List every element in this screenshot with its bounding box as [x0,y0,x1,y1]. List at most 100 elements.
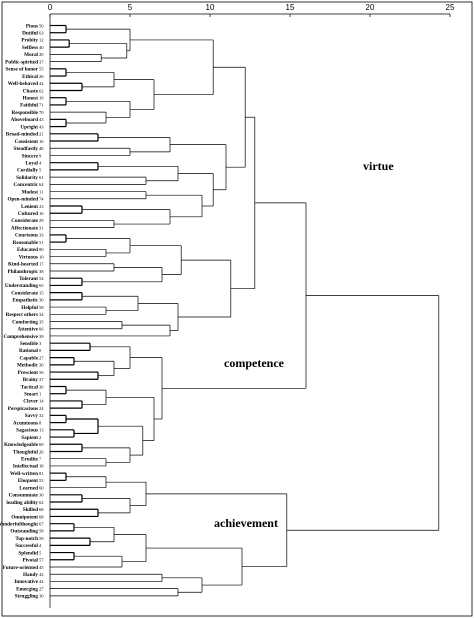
leaf-label: Considerate [11,218,38,224]
cluster-label-virtue: virtue [363,159,394,173]
leaf-id: 54 [39,276,44,281]
leaf-id: 4 [39,160,42,165]
leaf-id: 33 [39,233,44,238]
leaf-label: Well-written [10,471,38,477]
leaf-label: Skilled [23,507,38,513]
leaf-id: 60 [39,485,44,490]
leaf-id: 30 [39,298,44,303]
leaf-id: 63 [39,31,44,36]
x-tick-label: 25 [446,3,455,12]
leaf-id: 4 [39,543,42,548]
leaf-label: Courteous [15,233,38,239]
leaf-label: Struggling [15,594,39,600]
leaf-label: Honest [22,96,38,102]
leaf-label: Knowledgeable [4,442,39,448]
leaf-id: 5 [39,168,42,173]
leaf-label: Sincere [22,153,39,159]
leaf-id: 37 [39,59,44,64]
leaf-id: 12 [39,38,44,43]
leaf-id: 32 [39,413,44,418]
leaf-label: Steadfastly [14,146,39,152]
leaf-id: 43 [39,117,44,122]
leaf-id: 70 [39,110,44,115]
leaf-label: Broad-minded [6,132,38,138]
leaf-id: 15 [39,290,44,295]
leaf-label: Outstanding [10,529,38,535]
leaf-label: Chaste [23,88,39,94]
leaf-label: Public-spirited [5,59,38,65]
leaf-label: Cultured [18,211,38,217]
leaf-id: 20 [39,52,44,57]
leaf-id: 1 [39,392,42,397]
leaf-label: Educated [17,247,38,253]
leaf-id: 2 [39,435,42,440]
leaf-label: Attentive [18,327,39,333]
cluster-label-competence: competence [224,356,285,370]
leaf-label: Acumtoons [13,420,38,426]
leaf-label: Pivotal [22,558,38,564]
leaf-id: 68 [39,514,44,519]
leaf-label: Consistent [15,139,39,145]
leaf-id: 16 [39,211,44,216]
leaf-id: 27 [39,586,44,591]
leaf-label: Respect others [6,312,38,318]
leaf-label: Consummate [9,493,39,499]
leaf-label: Probity [21,38,38,44]
leaf-id: 26 [39,449,44,454]
leaf-label: Brainy [23,377,39,383]
leaf-id: 17 [39,262,44,267]
leaf-label: Sensible [20,341,39,347]
leaf-id: 51 [39,240,44,245]
leaf-label: Moral [24,52,38,58]
leaf-label: Savvy [25,413,39,419]
leaf-id: 39 [39,334,44,339]
leaf-label: Comprehensive [4,334,39,340]
leaf-label: Pious [26,23,38,29]
leaf-label: Successful [15,543,38,549]
leaf-id: 16 [39,139,44,144]
leaf-id: 19 [39,96,44,101]
leaf-label: Ethical [22,74,38,80]
leaf-id: 34 [39,312,44,317]
leaf-id: 58 [39,529,44,534]
leaf-id: 30 [39,363,44,368]
leaf-id: 45 [39,565,44,570]
leaf-label: Future-oriented [3,565,38,571]
leaf-label: Loyal [25,160,38,166]
leaf-id: 40 [39,45,44,50]
leaf-id: 9 [39,153,42,158]
leaf-id: 43 [39,124,44,129]
leaf-label: Eloquent [18,478,38,484]
leaf-label: Emerging [16,586,38,592]
leaf-id: 71 [39,103,44,108]
x-tick-label: 20 [366,3,375,12]
leaf-id: 46 [39,146,44,151]
leaf-label: Concentric [14,182,39,188]
leaf-label: Reasonable [13,240,39,246]
leaf-label: Splendid [18,550,38,556]
leaf-id: 44 [39,579,44,584]
leaf-id: 37 [39,377,44,382]
leaf-id: 55 [39,67,44,72]
leaf-id: 5 [39,550,42,555]
leaf-label: Innovative [14,579,38,585]
leaf-id: 30 [39,493,44,498]
leaf-id: 62 [39,88,44,93]
x-tick-label: 0 [48,3,53,12]
leaf-id: 3 [39,341,42,346]
leaf-label: Sapient [21,435,38,441]
leaf-label: Affectionate [11,225,39,231]
leaf-id: 65 [39,283,44,288]
leaf-label: Tolerant [19,276,38,282]
leaf-label: Understanding [5,283,39,289]
leaf-id: 8 [39,420,42,425]
leaf-label: Intellectual [13,464,39,470]
x-tick-label: 15 [286,3,295,12]
leaf-label: Comforting [12,319,38,325]
leaf-label: Tactical [21,384,39,390]
x-tick-label: 5 [128,3,133,12]
leaf-id: 7 [39,457,42,462]
leaf-id: 10 [39,254,44,259]
